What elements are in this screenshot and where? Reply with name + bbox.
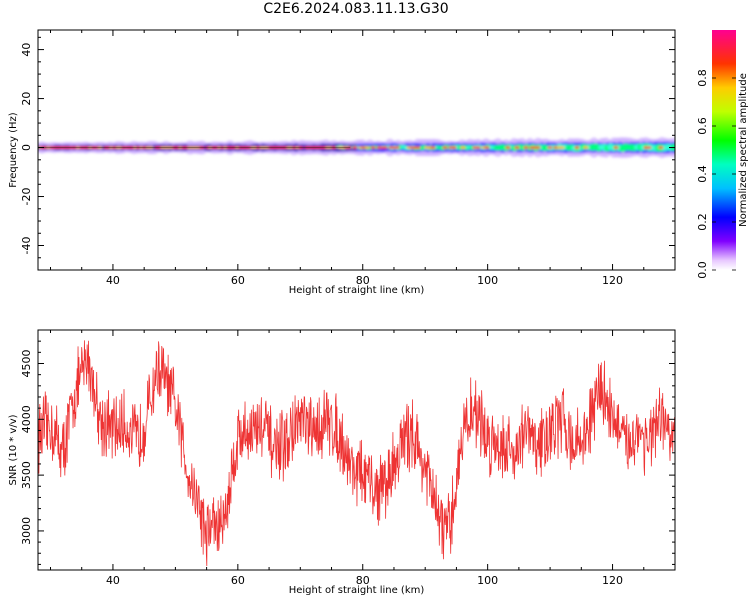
heatmap-y-tick-label: -20 <box>20 188 33 206</box>
figure-title: C2E6.2024.083.11.13.G30 <box>263 1 449 17</box>
heatmap-x-tick-label: 60 <box>231 274 245 287</box>
colorbar: 0.0 0.2 0.4 0.6 0.8 Normalized spectral ampl… <box>696 30 749 279</box>
heatmap-peak-cell <box>523 146 529 149</box>
heatmap-peak-cell <box>646 146 652 149</box>
snr-frame <box>37 329 676 571</box>
snr-y-tick-label: 3000 <box>20 517 33 545</box>
heatmap-peak-cell <box>394 146 400 149</box>
heatmap-peak-cell <box>475 146 481 149</box>
heatmap-peak-cell <box>352 146 358 149</box>
snr-panel: 40 60 80 100 120 3000 3500 4000 4500 Height of s… <box>8 329 676 596</box>
heatmap-x-tick-label: 120 <box>602 274 623 287</box>
heatmap-peak-cell <box>460 146 466 149</box>
heatmap-peak-cell <box>484 146 490 149</box>
snr-y-tick-label: 3500 <box>20 461 33 489</box>
snr-x-axis-label: Height of straight line (km) <box>289 585 425 596</box>
colorbar-tick-label: 0.2 <box>696 213 709 231</box>
heatmap-y-tick-label: 40 <box>20 43 33 57</box>
snr-x-tick-label: 40 <box>106 574 120 587</box>
heatmap-x-tick-label: 80 <box>356 274 370 287</box>
snr-series-line <box>38 340 675 567</box>
colorbar-tick-label: 0.4 <box>696 165 709 183</box>
heatmap-peak-cell <box>451 146 457 149</box>
colorbar-ticks: 0.0 0.2 0.4 0.6 0.8 <box>696 69 736 279</box>
heatmap-peak-cell <box>382 146 388 149</box>
heatmap-y-axis-label: Frequency (Hz) <box>8 112 19 188</box>
snr-y-tick-label: 4500 <box>20 349 33 377</box>
heatmap-x-tick-label: 100 <box>477 274 498 287</box>
heatmap-band <box>38 136 675 159</box>
snr-ticks: 40 60 80 100 120 3000 3500 4000 4500 <box>20 330 676 587</box>
colorbar-gradient <box>712 30 736 270</box>
snr-x-tick-label: 60 <box>231 574 245 587</box>
heatmap-peak-cell <box>370 146 376 149</box>
heatmap-peak-cell <box>574 146 580 149</box>
heatmap-peak-cell <box>583 146 589 149</box>
heatmap-peak-cell <box>658 146 664 149</box>
heatmap-peak-cell <box>415 146 421 149</box>
heatmap-peak-cell <box>514 146 520 149</box>
heatmap-peak-cell <box>430 146 436 149</box>
heatmap-peak-cell <box>547 146 553 149</box>
heatmap-peak-cell <box>505 146 511 149</box>
colorbar-tick-label: 0.0 <box>696 261 709 279</box>
heatmap-peak-cell <box>442 146 448 149</box>
snr-y-tick-label: 4000 <box>20 405 33 433</box>
heatmap-x-tick-label: 40 <box>106 274 120 287</box>
heatmap-peak-cell <box>613 146 619 149</box>
colorbar-label: Normalized spectral amplitude <box>738 73 749 227</box>
heatmap-peak-cell <box>535 146 541 149</box>
heatmap-peak-cell <box>364 146 370 149</box>
heatmap-peak-cell <box>559 146 565 149</box>
heatmap-ticks: 40 60 80 100 120 -40 -20 0 20 40 <box>20 30 676 287</box>
snr-x-tick-label: 100 <box>477 574 498 587</box>
snr-x-tick-label: 120 <box>602 574 623 587</box>
heatmap-y-tick-label: 20 <box>20 92 33 106</box>
snr-y-axis-label: SNR (10 * v/v) <box>8 414 19 485</box>
heatmap-x-axis-label: Height of straight line (km) <box>289 285 425 296</box>
heatmap-y-tick-label: -40 <box>20 237 33 255</box>
heatmap-panel: 40 60 80 100 120 -40 -20 0 20 40 Height of straig… <box>8 29 676 296</box>
snr-x-tick-label: 80 <box>356 574 370 587</box>
colorbar-tick-label: 0.6 <box>696 117 709 135</box>
heatmap-frame <box>37 29 676 271</box>
heatmap-y-tick-label: 0 <box>20 144 33 151</box>
colorbar-tick-label: 0.8 <box>696 69 709 87</box>
